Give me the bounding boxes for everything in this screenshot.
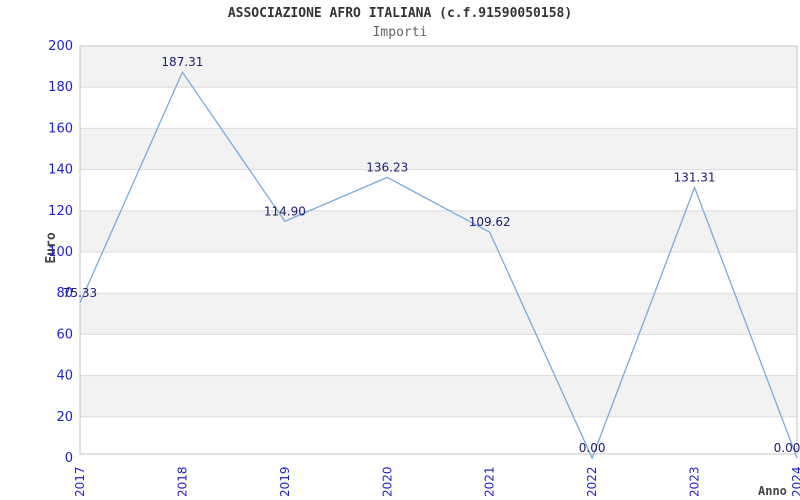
plot-band [80,210,797,252]
y-tick-label: 120 [48,204,73,219]
data-point-label: 0.00 [579,441,606,455]
y-tick-label: 140 [48,163,73,178]
y-tick-label: 200 [48,39,73,54]
x-tick-label: 2018 [175,466,189,497]
data-line [79,70,798,460]
data-point-label: 136.23 [366,160,408,174]
data-point-label: 114.90 [264,204,306,218]
x-axis-title: Anno [758,484,787,498]
y-tick-label: 100 [48,245,73,260]
y-tick-label: 80 [56,286,73,301]
plot-band [80,46,797,88]
data-point-label: 187.31 [161,55,203,69]
y-tick-label: 160 [48,121,73,136]
y-tick-label: 20 [56,410,73,425]
x-tick-label: 2019 [278,466,292,497]
data-point-label: 0.00 [774,441,800,455]
x-tick-label: 2023 [688,466,702,497]
x-tick-label: 2020 [380,466,394,497]
y-tick-label: 0 [65,451,73,466]
plot-border [79,45,798,455]
y-tick-label: 180 [48,80,73,95]
x-tick-label: 2022 [585,466,599,497]
chart-title: ASSOCIAZIONE AFRO ITALIANA (c.f.91590050… [227,6,573,21]
plot-band [80,293,797,335]
chart-subtitle: Importi [372,25,428,40]
x-tick-label: 2024 [790,466,800,497]
data-point-label: 109.62 [469,215,511,229]
y-tick-label: 40 [56,369,73,384]
plot-band [80,375,797,417]
x-tick-label: 2021 [483,466,497,497]
x-tick-label: 2017 [73,466,87,497]
y-tick-label: 60 [56,327,73,342]
plot-band [80,128,797,170]
data-point-label: 75.33 [63,286,97,300]
data-point-label: 131.31 [674,171,716,185]
